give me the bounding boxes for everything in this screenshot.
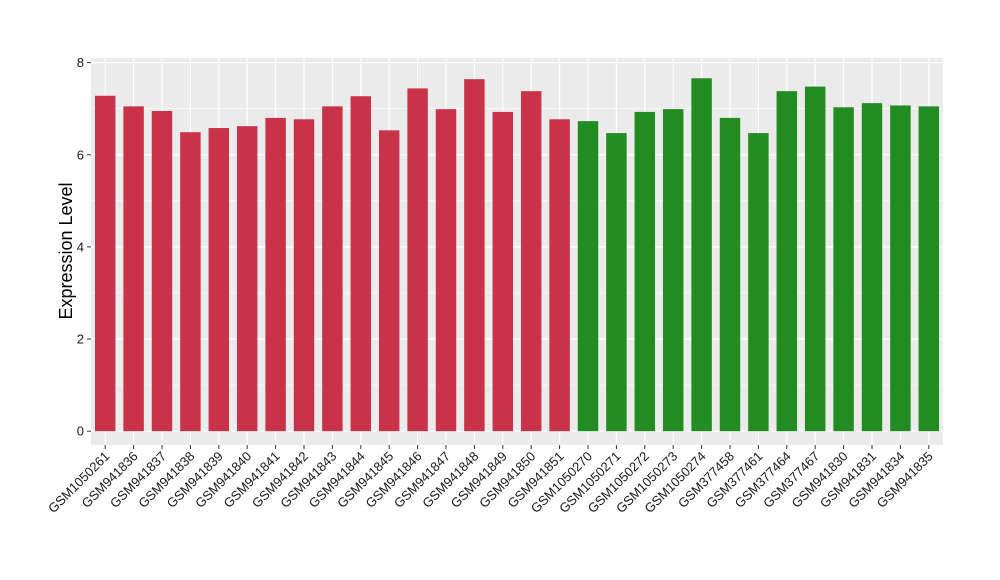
bar — [464, 79, 485, 432]
y-tick-label: 2 — [77, 332, 84, 347]
bar — [918, 106, 940, 432]
bar — [208, 128, 230, 432]
bar — [577, 121, 599, 432]
bar — [549, 119, 570, 432]
bar — [350, 96, 372, 432]
bar — [151, 110, 173, 432]
y-tick-label: 8 — [77, 55, 84, 70]
bar — [748, 133, 769, 432]
bar — [492, 111, 514, 432]
bar — [94, 95, 116, 432]
bar — [322, 106, 343, 432]
bar — [833, 107, 854, 432]
bar — [293, 119, 315, 432]
bar — [520, 91, 542, 432]
bar — [180, 132, 201, 432]
y-axis: 0 2 4 6 8 — [77, 55, 91, 439]
y-tick-label: 4 — [77, 239, 84, 254]
bars — [94, 78, 940, 432]
bar — [378, 130, 400, 432]
y-axis-title: Expression Level — [56, 182, 76, 319]
bar — [719, 117, 741, 432]
bar — [606, 133, 627, 432]
bar — [890, 105, 911, 432]
minor-gridlines — [91, 108, 943, 386]
bar — [435, 109, 457, 432]
bar — [776, 91, 798, 432]
x-axis: GSM1050261GSM941836GSM941837GSM941838GSM… — [45, 445, 936, 516]
bar — [804, 86, 826, 432]
y-tick-label: 6 — [77, 147, 84, 162]
bar — [123, 106, 144, 432]
plot-panel — [91, 58, 943, 445]
bar — [634, 111, 656, 432]
bar — [662, 109, 684, 432]
bar — [861, 103, 883, 432]
y-tick-label: 0 — [77, 424, 84, 439]
bar — [265, 117, 286, 432]
bar — [407, 88, 428, 432]
bar — [691, 78, 712, 432]
bar — [236, 126, 258, 432]
